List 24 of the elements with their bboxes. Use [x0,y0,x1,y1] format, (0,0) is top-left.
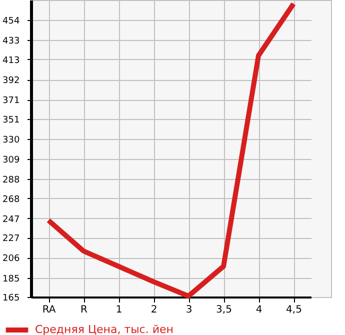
x-tick-label: RA [42,304,56,316]
y-tick-label: 227 [2,234,20,244]
legend-label: Средняя Цена, тыс. йен [35,323,174,335]
y-tick-label: 185 [2,274,20,284]
x-tick-label: R [80,304,88,316]
y-tick-label: 268 [2,194,20,205]
x-tick-label: 1 [116,304,122,316]
y-tick-label: 392 [2,76,20,86]
y-tick-label: 371 [2,96,20,106]
x-tick-label: 4,5 [286,304,302,316]
x-tick-label: 3,5 [216,304,232,316]
x-tick-label: 3 [186,304,192,316]
y-tick-label: 309 [2,156,20,166]
y-tick-label: 330 [2,135,20,146]
y-tick-label: 288 [2,176,20,186]
y-tick-label: 206 [2,254,20,264]
x-tick-label: 4 [256,304,262,316]
y-tick-label: 165 [2,294,20,304]
y-tick-label: 247 [2,214,20,225]
y-tick-label: 454 [2,16,20,27]
x-tick-label: 2 [150,304,158,316]
y-tick-label: 351 [2,115,20,126]
y-tick-label: 433 [2,36,20,47]
y-tick-label: 413 [2,56,20,66]
